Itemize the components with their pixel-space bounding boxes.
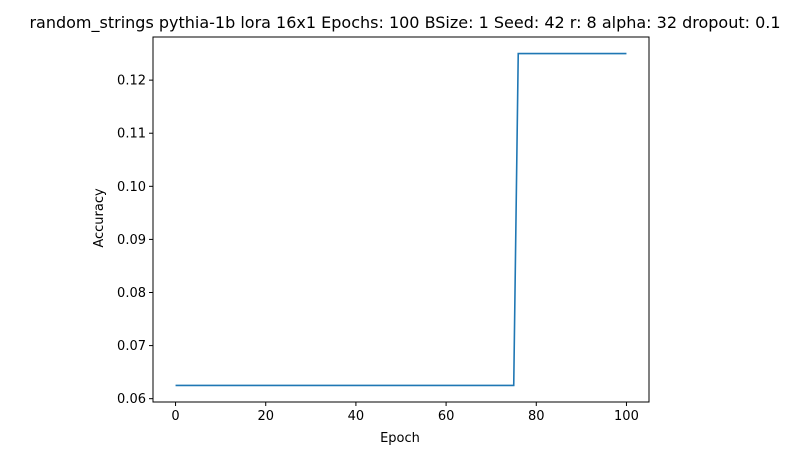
x-tick-label: 60 [438, 409, 455, 424]
series-line-0 [175, 52, 627, 387]
y-tick-label: 0.10 [117, 180, 146, 195]
y-axis-ticks: 0.06 0.07 0.08 0.09 0.10 0.11 0.12 [117, 74, 153, 407]
y-tick-label: 0.12 [117, 74, 146, 89]
x-tick-label: 80 [528, 409, 545, 424]
plot-area [152, 36, 650, 403]
y-tick-label: 0.11 [117, 127, 146, 142]
y-tick-label: 0.07 [117, 339, 146, 354]
x-tick-label: 20 [257, 409, 274, 424]
chart-title: random_strings pythia-1b lora 16x1 Epoch… [29, 13, 780, 33]
y-tick-label: 0.09 [117, 233, 146, 248]
y-tick-label: 0.06 [117, 392, 146, 407]
x-axis-label: Epoch [380, 431, 420, 446]
x-tick-label: 100 [614, 409, 639, 424]
x-axis-ticks: 0 20 40 60 80 100 [171, 402, 639, 424]
axes-frame [152, 36, 650, 403]
x-tick-label: 40 [348, 409, 365, 424]
x-tick-label: 0 [171, 409, 179, 424]
y-tick-label: 0.08 [117, 286, 146, 301]
y-axis-label: Accuracy [92, 188, 107, 248]
